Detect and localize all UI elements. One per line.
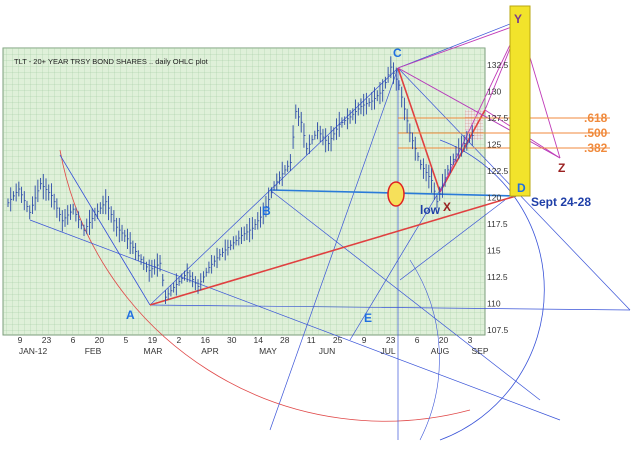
point-label-z: Z [558, 161, 565, 175]
x-tick-label: 20 [95, 335, 105, 345]
point-label-a: A [126, 308, 135, 322]
x-axis: 9 23 6 20 5 19 2 16 30 14 28 11 25 9 23 6 20 3 [18, 335, 473, 345]
month-label: MAR [144, 346, 163, 356]
y-tick-label: 117.5 [487, 219, 508, 229]
arc-blue [439, 139, 545, 441]
x-tick-label: 19 [148, 335, 158, 345]
ohlc-series [7, 56, 474, 305]
y-axis: 132.5 130 127.5 125 122.5 120 117.5 115 112.5 110… [487, 60, 509, 335]
month-label: SEP [471, 346, 488, 356]
x-tick-label: 23 [42, 335, 52, 345]
point-label-y: Y [514, 12, 522, 26]
fib-lines [398, 117, 610, 149]
y-tick-label: 107.5 [487, 325, 509, 335]
x-tick-label: 5 [124, 335, 129, 345]
month-label: APR [201, 346, 218, 356]
x-tick-label: 28 [280, 335, 290, 345]
x-tick-label: 9 [18, 335, 23, 345]
chart-title: TLT - 20+ YEAR TRSY BOND SHARES .. daily… [14, 57, 209, 66]
y-tick-label: 127.5 [487, 113, 509, 123]
y-tick-label: 122.5 [487, 166, 509, 176]
month-label: JUN [319, 346, 336, 356]
x-tick-label: 3 [468, 335, 473, 345]
month-label: MAY [259, 346, 277, 356]
y-tick-label: 115 [487, 246, 501, 256]
arc-blue-2 [409, 259, 440, 441]
y-tick-label: 110 [487, 299, 501, 309]
label-sept-dates: Sept 24-28 [531, 195, 591, 209]
y-tick-label: 130 [487, 87, 501, 97]
guide-lines [29, 19, 631, 440]
month-label: JAN-12 [19, 346, 48, 356]
month-label: AUG [431, 346, 449, 356]
y-tick-label: 112.5 [487, 272, 508, 282]
x-tick-label: 14 [254, 335, 264, 345]
y-tick-label: 132.5 [487, 60, 509, 70]
x-tick-label: 6 [71, 335, 76, 345]
x-tick-label: 25 [333, 335, 343, 345]
x-tick-label: 16 [201, 335, 211, 345]
plot-grid [3, 48, 485, 335]
red-lines [149, 67, 517, 306]
fib-500: .500 [584, 126, 608, 140]
x-tick-label: 11 [307, 335, 316, 345]
month-axis: JAN-12 FEB MAR APR MAY JUN JUL AUG SEP [19, 346, 489, 356]
circle-marker [387, 181, 405, 207]
x-tick-label: 20 [439, 335, 449, 345]
x-tick-label: 23 [386, 335, 396, 345]
fib-382: .382 [584, 141, 608, 155]
x-tick-label: 9 [362, 335, 367, 345]
point-label-c: C [393, 46, 402, 60]
point-label-d: D [517, 181, 526, 195]
label-low: low [420, 203, 441, 217]
y-tick-label: 120 [487, 193, 501, 203]
month-label: JUL [380, 346, 395, 356]
y-tick-label: 125 [487, 140, 501, 150]
point-label-b: B [262, 204, 271, 218]
time-band [509, 5, 531, 197]
x-tick-label: 6 [415, 335, 420, 345]
month-label: FEB [85, 346, 102, 356]
fib-618: .618 [584, 111, 608, 125]
point-label-e: E [364, 311, 372, 325]
x-tick-label: 2 [176, 335, 181, 345]
point-label-x: X [443, 200, 451, 214]
fib-grid-zone [465, 110, 483, 140]
x-tick-label: 30 [227, 335, 237, 345]
